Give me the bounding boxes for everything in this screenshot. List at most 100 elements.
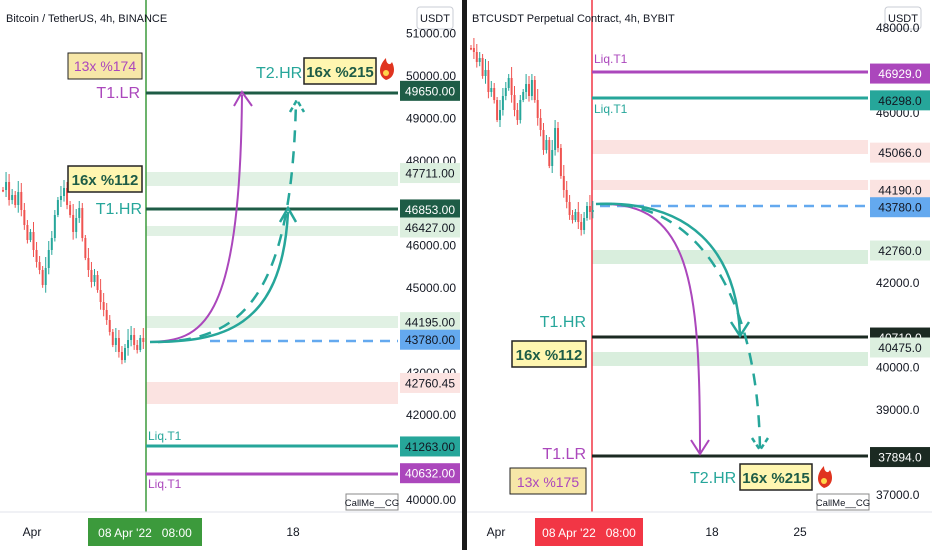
candle-body xyxy=(490,88,493,92)
candle-body xyxy=(59,196,62,200)
right-date-badge xyxy=(535,518,643,546)
price-tag xyxy=(870,179,930,200)
leverage-box-13x xyxy=(509,467,587,495)
price-tag-value: 46298.0 xyxy=(878,94,922,108)
t2-hr-label: T2.HR xyxy=(256,65,302,82)
candle-body xyxy=(530,80,533,96)
candle-body xyxy=(35,250,38,262)
price-tag xyxy=(870,337,930,358)
candle-body xyxy=(142,338,145,342)
candle-body xyxy=(133,335,136,345)
t1-hr-label: T1.HR xyxy=(96,201,142,218)
candle-body xyxy=(20,192,23,210)
candle-body xyxy=(475,52,478,62)
price-tag-value: 42760.45 xyxy=(405,376,455,390)
y-tick-label: 51000.00 xyxy=(406,27,456,41)
candle-body xyxy=(496,100,499,120)
leverage-text-16x-215: 16x %215 xyxy=(742,470,810,487)
right-date-badge-text: 08 Apr '22 08:00 xyxy=(542,526,636,540)
candle-body xyxy=(127,340,130,348)
zone-band xyxy=(146,382,398,404)
left-chart-panel xyxy=(0,0,462,550)
liq-t1-purple-label: Liq.T1 xyxy=(148,477,182,491)
candle-body xyxy=(545,140,548,150)
fire-icon xyxy=(818,466,832,488)
candle-body xyxy=(574,212,577,220)
candle-body xyxy=(78,208,81,218)
candle-body xyxy=(50,238,53,250)
price-tag xyxy=(870,90,930,111)
watermark-text: CallMe__CG xyxy=(816,498,870,509)
price-tag-value: 41263.00 xyxy=(405,440,455,454)
y-tick-label: 48000.0 xyxy=(876,21,920,35)
leverage-box-16x-112 xyxy=(511,340,587,368)
left-time-axis[interactable] xyxy=(0,512,462,550)
left-chart-title: Bitcoin / TetherUS, 4h, BINANCE xyxy=(6,13,167,25)
y-tick-label: 40000.0 xyxy=(876,361,920,375)
y-tick-label: 40000.00 xyxy=(406,493,456,507)
price-tag-value: 45066.0 xyxy=(878,146,922,160)
candle-body xyxy=(501,96,504,110)
candle-body xyxy=(516,110,519,120)
candle-body xyxy=(11,195,14,200)
candle-body xyxy=(69,205,72,215)
price-tag-value: 46427.00 xyxy=(405,221,455,235)
candle-body xyxy=(130,335,133,340)
candle-body xyxy=(551,150,554,166)
leverage-text-16x-215: 16x %215 xyxy=(306,64,374,81)
liq-t1-purple-label: Liq.T1 xyxy=(594,52,628,66)
candle-body xyxy=(565,190,568,202)
candle-body xyxy=(580,222,583,230)
panel-divider[interactable] xyxy=(462,0,467,550)
price-tag-value: 47711.00 xyxy=(405,167,454,181)
candle-body xyxy=(139,338,142,350)
price-tag-value: 43780.00 xyxy=(405,333,455,347)
candle-body xyxy=(26,225,29,240)
liq-t1-teal-label: Liq.T1 xyxy=(148,429,182,443)
leverage-text-13x: 13x %174 xyxy=(74,58,136,74)
candle-body xyxy=(81,208,84,238)
candle-body xyxy=(93,275,96,282)
candle-body xyxy=(44,268,47,285)
right-chart-title: BTCUSDT Perpetual Contract, 4h, BYBIT xyxy=(472,13,675,25)
candle-body xyxy=(548,140,551,166)
price-tag-value: 46853.00 xyxy=(405,203,455,217)
candle-body xyxy=(528,84,530,96)
right-price-tags: 46929.0 46298.0 45066.0 44190.0 43780.0 42760… xyxy=(870,63,930,468)
candle-body xyxy=(536,100,539,118)
right-candles xyxy=(470,38,594,236)
candle-body xyxy=(56,200,59,215)
y-tick-label: 39000.0 xyxy=(876,403,920,417)
leverage-text-16x-112: 16x %112 xyxy=(72,172,139,189)
candle-body xyxy=(29,232,32,240)
candle-body xyxy=(111,332,114,345)
candle-body xyxy=(571,215,574,220)
candle-body xyxy=(8,182,11,200)
left-x-label-18: 18 xyxy=(286,525,300,539)
price-tag xyxy=(870,240,930,261)
candle-body xyxy=(557,128,559,148)
candle-body xyxy=(481,58,484,76)
left-date-badge-text: 08 Apr '22 08:00 xyxy=(98,526,192,540)
candle-body xyxy=(47,250,50,268)
candle-body xyxy=(472,48,475,52)
candle-body xyxy=(114,338,117,345)
price-tag-value: 49650.00 xyxy=(405,84,455,98)
right-x-label-25: 25 xyxy=(793,525,807,539)
leverage-text-13x: 13x %175 xyxy=(517,474,579,490)
price-tag xyxy=(870,63,930,84)
candle-body xyxy=(542,130,545,150)
candle-body xyxy=(120,352,123,360)
price-tag xyxy=(400,372,460,393)
price-tag xyxy=(400,163,460,184)
price-tag xyxy=(870,447,930,468)
candle-body xyxy=(507,78,510,88)
y-tick-label: 45000.00 xyxy=(406,281,456,295)
right-currency-button[interactable] xyxy=(884,6,922,30)
price-tag xyxy=(400,217,460,238)
t2-hr-label: T2.HR xyxy=(690,470,736,487)
candle-body xyxy=(478,58,481,62)
candle-body xyxy=(539,118,542,130)
left-currency-button[interactable] xyxy=(416,6,454,30)
candle-body xyxy=(14,195,17,205)
